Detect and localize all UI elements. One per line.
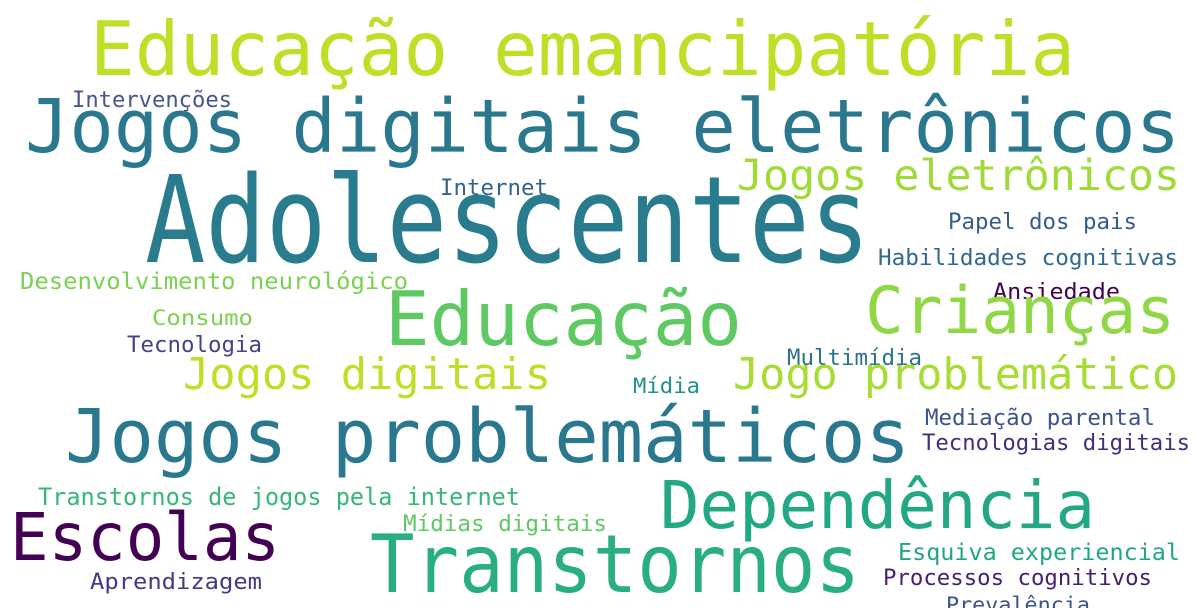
word: Jogos problemáticos xyxy=(65,394,910,480)
word: Jogo problemático xyxy=(733,349,1178,400)
word: Esquiva experiencial xyxy=(898,540,1180,566)
word: Habilidades cognitivas xyxy=(878,246,1178,271)
word: Intervenções xyxy=(72,88,232,113)
word: Processos cognitivos xyxy=(883,566,1152,591)
word: Mediação parental xyxy=(925,406,1155,431)
word: Multimídia xyxy=(787,346,922,371)
word: Aprendizagem xyxy=(90,570,262,595)
word: Educação xyxy=(385,275,742,363)
word: Dependência xyxy=(660,467,1095,544)
word: Jogos digitais eletrônicos xyxy=(25,84,1180,170)
word: Transtornos de jogos pela internet xyxy=(38,483,520,511)
word: Papel dos pais xyxy=(948,210,1137,235)
word: Ansiedade xyxy=(993,280,1120,305)
word: Jogos eletrônicos xyxy=(737,151,1180,201)
word: Mídia xyxy=(633,374,700,398)
word: Jogos digitais xyxy=(183,349,551,400)
word: Educação emancipatória xyxy=(90,5,1075,93)
word: Mídias digitais xyxy=(403,512,607,537)
word: Desenvolvimento neurológico xyxy=(20,269,408,295)
word: Tecnologias digitais xyxy=(922,431,1190,456)
word: Prevalência xyxy=(946,593,1090,608)
word: Internet xyxy=(440,176,548,201)
word: Adolescentes xyxy=(145,152,870,291)
word: Escolas xyxy=(10,499,280,576)
word: Transtornos xyxy=(370,518,860,608)
word: Consumo xyxy=(152,306,253,330)
word: Tecnologia xyxy=(127,333,262,358)
word: Crianças xyxy=(865,274,1175,349)
